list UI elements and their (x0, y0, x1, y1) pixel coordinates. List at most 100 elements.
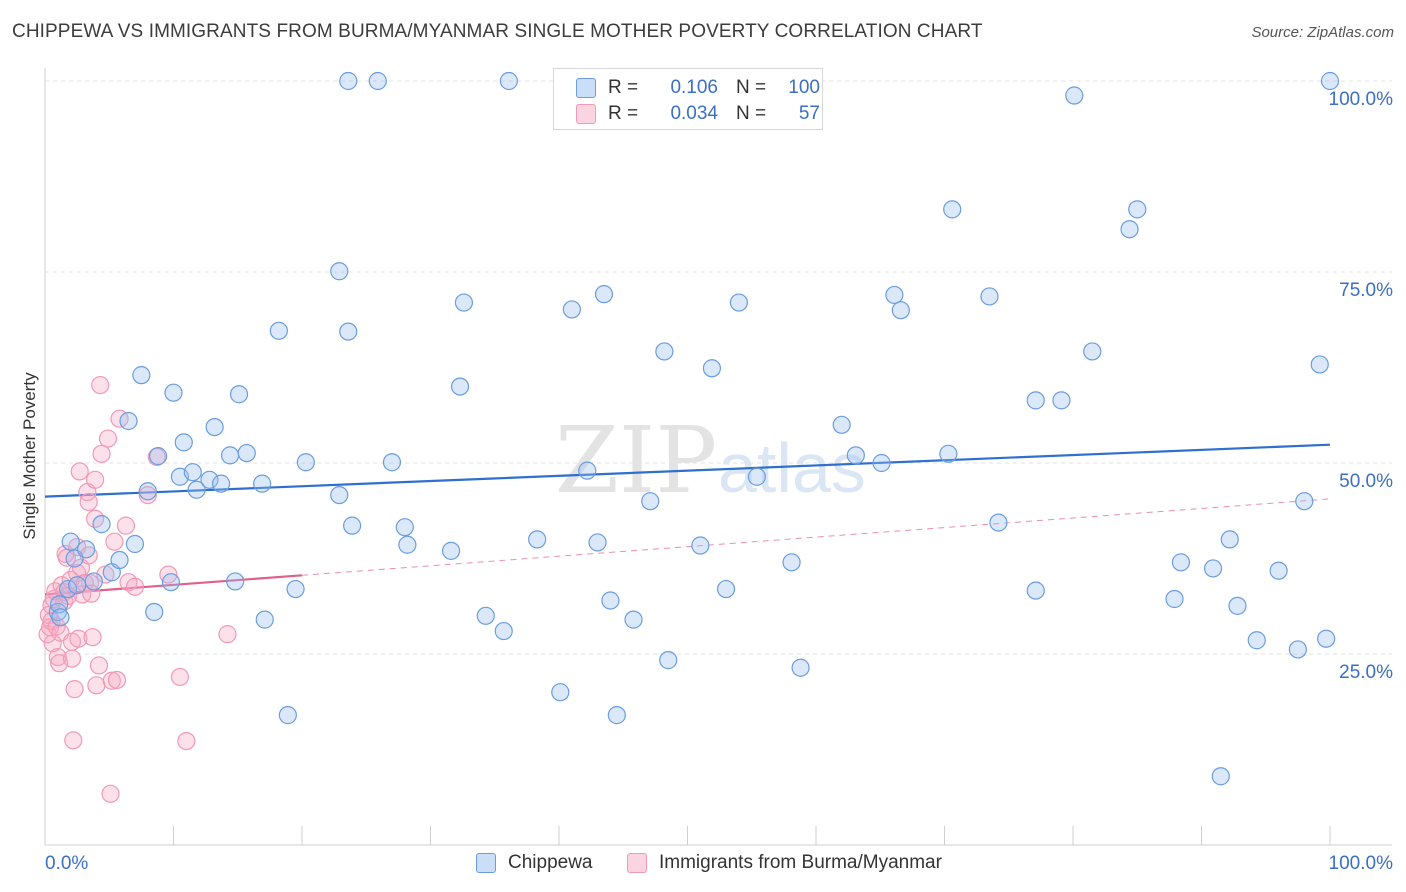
point-burma (116, 516, 136, 535)
point-chippewa (1269, 561, 1288, 580)
tick-labels: 25.0% 50.0% 75.0% 100.0% 0.0% 100.0% (45, 89, 1393, 874)
legend-label-chippewa: Chippewa (508, 852, 593, 873)
point-burma (70, 462, 89, 481)
gridlines (45, 80, 1392, 655)
point-chippewa (716, 579, 736, 599)
legend-swatch-burma (627, 853, 647, 873)
point-chippewa (229, 385, 249, 404)
point-chippewa (1083, 342, 1102, 361)
point-chippewa (1317, 629, 1336, 648)
point-chippewa (226, 572, 245, 591)
point-chippewa (161, 573, 181, 592)
point-burma (105, 532, 124, 551)
point-chippewa (729, 293, 749, 312)
point-chippewa (132, 366, 151, 385)
point-chippewa (562, 300, 581, 319)
point-chippewa (782, 553, 801, 572)
point-burma (89, 656, 109, 675)
point-chippewa (296, 453, 315, 472)
point-burma (86, 470, 105, 489)
chippewa-swatch (576, 78, 596, 98)
y-tick-label: 25.0% (1339, 662, 1393, 683)
point-chippewa (528, 530, 547, 549)
point-chippewa (339, 71, 358, 91)
point-burma (170, 667, 190, 687)
point-burma (177, 731, 196, 751)
point-chippewa (891, 301, 910, 320)
point-chippewa (989, 513, 1008, 532)
axes (44, 68, 1392, 846)
y-tick-label: 50.0% (1339, 471, 1393, 492)
point-chippewa (1065, 86, 1084, 105)
bottom-legend: Chippewa Immigrants from Burma/Myanmar (0, 852, 1406, 878)
point-chippewa (1203, 559, 1223, 578)
point-chippewa (702, 359, 722, 378)
point-chippewa (1120, 220, 1139, 239)
point-chippewa (655, 342, 674, 361)
point-chippewa (77, 540, 96, 559)
point-burma (69, 629, 88, 648)
point-chippewa (1247, 631, 1266, 650)
point-burma (147, 447, 166, 466)
point-burma (48, 647, 67, 667)
point-burma (98, 429, 118, 448)
point-chippewa (187, 480, 206, 499)
point-chippewa (454, 293, 474, 312)
r-label: R = (608, 103, 639, 124)
point-chippewa (110, 550, 129, 570)
legend-item-burma[interactable]: Immigrants from Burma/Myanmar (627, 852, 942, 874)
point-chippewa (1171, 553, 1191, 572)
point-chippewa (395, 518, 414, 537)
point-chippewa (1320, 71, 1340, 91)
point-chippewa (747, 467, 766, 486)
r-value-chippewa: 0.106 (670, 77, 718, 98)
point-chippewa (339, 322, 358, 341)
x-tick-label-min: 0.0% (45, 853, 88, 874)
point-chippewa (183, 463, 202, 482)
point-chippewa (832, 415, 851, 434)
point-burma (138, 485, 157, 505)
point-chippewa (872, 453, 891, 473)
y-axis-label: Single Mother Poverty (20, 372, 39, 540)
point-chippewa (551, 683, 570, 702)
points-burma (38, 375, 237, 803)
point-chippewa (1288, 640, 1307, 659)
point-chippewa (594, 285, 614, 304)
point-chippewa (939, 444, 958, 463)
point-burma (65, 680, 84, 699)
stats-legend: R = 0.106 N = 100 R = 0.034 N = 57 (553, 68, 823, 130)
point-chippewa (1128, 200, 1147, 219)
point-chippewa (659, 651, 678, 670)
point-chippewa (1052, 391, 1071, 410)
point-chippewa (450, 377, 470, 396)
point-chippewa (1310, 355, 1329, 374)
point-chippewa (50, 595, 69, 614)
point-chippewa (1026, 391, 1045, 410)
point-chippewa (641, 492, 660, 511)
point-chippewa (846, 446, 865, 465)
trend-line-chippewa (44, 443, 1331, 498)
point-chippewa (476, 606, 495, 625)
stats-row-chippewa: R = 0.106 N = 100 (576, 76, 820, 100)
legend-item-chippewa[interactable]: Chippewa (476, 852, 593, 874)
point-burma (62, 649, 82, 668)
point-burma (87, 676, 106, 695)
trend-line-burma-extrapolated (301, 498, 1331, 576)
source-label: Source: ZipAtlas.com (1251, 24, 1394, 41)
point-burma (92, 444, 111, 463)
point-chippewa (1165, 589, 1184, 609)
point-chippewa (494, 621, 513, 641)
point-chippewa (588, 533, 607, 552)
point-chippewa (343, 516, 362, 535)
point-chippewa (59, 579, 78, 599)
point-chippewa (255, 610, 274, 629)
point-chippewa (1228, 596, 1247, 615)
point-chippewa (1295, 492, 1314, 511)
y-tick-label: 75.0% (1339, 280, 1393, 301)
point-chippewa (943, 200, 962, 219)
point-chippewa (205, 417, 224, 437)
watermark-zip: ZIP (555, 407, 717, 514)
stats-row-burma: R = 0.034 N = 57 (576, 102, 820, 126)
point-chippewa (138, 482, 157, 501)
